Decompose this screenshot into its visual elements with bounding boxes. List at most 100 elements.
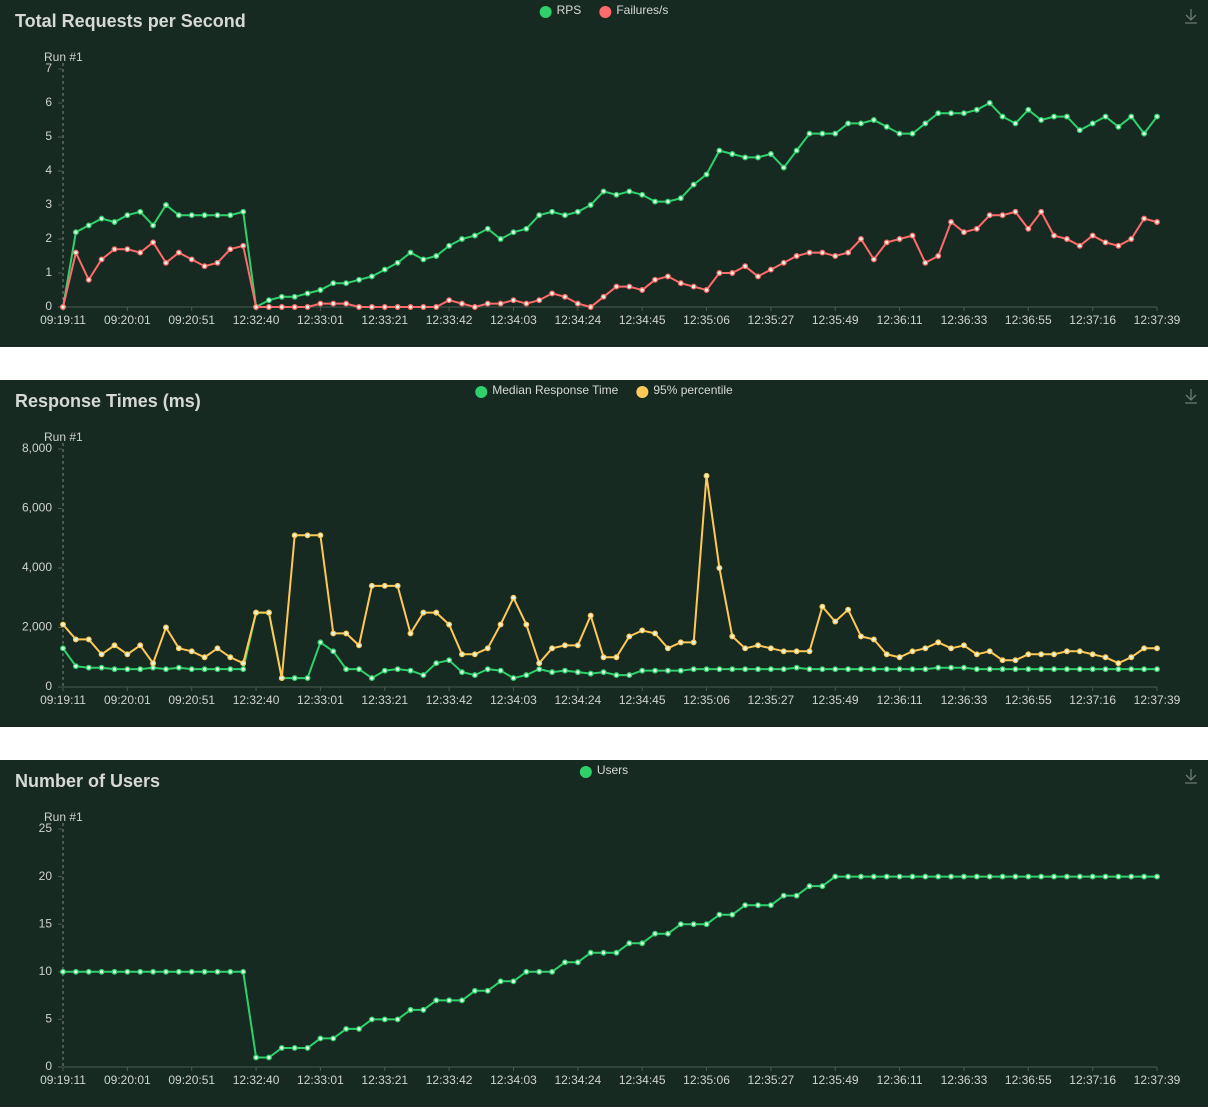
x-tick-label: 12:34:24 (554, 313, 601, 327)
run-marker-label: Run #1 (44, 810, 83, 824)
data-point (1102, 654, 1109, 661)
x-tick-label: 12:36:33 (941, 313, 988, 327)
legend-label[interactable]: RPS (557, 3, 582, 17)
data-point (188, 968, 195, 975)
data-point (188, 256, 195, 263)
data-point (72, 229, 79, 236)
data-point (935, 639, 942, 646)
data-point (1102, 666, 1109, 673)
data-point (407, 249, 414, 256)
legend-marker[interactable] (579, 766, 592, 778)
data-point (742, 902, 749, 909)
data-point (613, 191, 620, 198)
data-point (562, 293, 568, 300)
data-point (1051, 666, 1057, 673)
data-point (729, 633, 736, 640)
data-point (60, 621, 66, 628)
data-point (85, 968, 92, 975)
download-icon[interactable] (1185, 769, 1197, 784)
data-point (664, 930, 671, 937)
data-point (948, 219, 955, 225)
data-point (909, 873, 916, 880)
download-icon[interactable] (1185, 9, 1197, 24)
data-point (111, 246, 118, 253)
data-point (510, 978, 517, 985)
legend-marker[interactable] (475, 386, 488, 398)
data-point (394, 666, 401, 673)
x-tick-label: 12:37:16 (1069, 1073, 1116, 1087)
data-point (600, 188, 607, 195)
data-point (986, 648, 993, 655)
x-tick-label: 12:37:16 (1069, 313, 1116, 327)
data-point (446, 621, 453, 628)
data-point (1012, 208, 1019, 215)
data-point (497, 667, 504, 674)
data-point (1038, 208, 1045, 215)
legend-label[interactable]: Failures/s (616, 3, 668, 17)
data-point (356, 666, 362, 673)
data-point (1154, 219, 1160, 225)
data-point (175, 664, 182, 671)
data-point (394, 1016, 401, 1023)
data-point (523, 672, 530, 679)
data-point (356, 1025, 362, 1032)
data-point (948, 873, 955, 880)
y-tick-label: 6,000 (22, 501, 52, 515)
data-point (265, 1054, 272, 1061)
legend-marker[interactable] (636, 386, 649, 398)
data-point (600, 654, 607, 661)
data-point (407, 630, 414, 637)
x-tick-label: 09:20:01 (104, 1073, 151, 1087)
chart-title: Number of Users (15, 771, 160, 791)
data-point (484, 645, 491, 652)
x-tick-label: 12:32:40 (233, 313, 280, 327)
data-point (201, 654, 208, 661)
legend-marker[interactable] (599, 6, 612, 18)
data-point (1051, 232, 1057, 239)
x-tick-label: 12:35:27 (748, 693, 795, 707)
data-point (639, 940, 646, 947)
data-point (806, 883, 813, 890)
data-point (549, 968, 556, 975)
x-tick-label: 12:36:33 (941, 1073, 988, 1087)
data-point (523, 968, 530, 975)
data-point (664, 198, 671, 205)
x-tick-label: 12:35:06 (683, 1073, 730, 1087)
x-tick-label: 09:19:11 (40, 1073, 86, 1087)
data-point (562, 642, 568, 649)
data-point (407, 1006, 414, 1013)
data-point (960, 229, 967, 236)
data-point (240, 242, 247, 249)
data-point (1102, 873, 1109, 880)
data-point (72, 968, 79, 975)
data-point (1141, 215, 1148, 222)
data-point (716, 565, 723, 571)
legend-marker[interactable] (539, 6, 552, 18)
data-point (716, 147, 723, 154)
data-point (1141, 130, 1148, 137)
x-tick-label: 12:35:06 (683, 693, 730, 707)
legend-label[interactable]: Median Response Time (492, 383, 618, 397)
y-tick-label: 7 (45, 61, 52, 75)
data-point (1141, 645, 1148, 652)
data-point (948, 664, 955, 671)
data-point (188, 648, 195, 655)
y-tick-label: 1 (45, 265, 52, 279)
data-point (613, 949, 620, 956)
data-point (1128, 666, 1135, 673)
legend-label[interactable]: Users (597, 763, 628, 777)
download-icon[interactable] (1185, 389, 1197, 404)
legend-label[interactable]: 95% percentile (653, 383, 733, 397)
data-point (793, 147, 800, 154)
data-point (265, 304, 272, 310)
data-point (767, 666, 774, 673)
data-point (819, 130, 826, 137)
data-point (1128, 113, 1135, 120)
data-point (1063, 666, 1070, 673)
data-point (1076, 127, 1083, 134)
data-point (780, 648, 787, 655)
y-tick-label: 20 (39, 869, 53, 883)
data-point (858, 873, 864, 880)
data-point (137, 642, 144, 649)
